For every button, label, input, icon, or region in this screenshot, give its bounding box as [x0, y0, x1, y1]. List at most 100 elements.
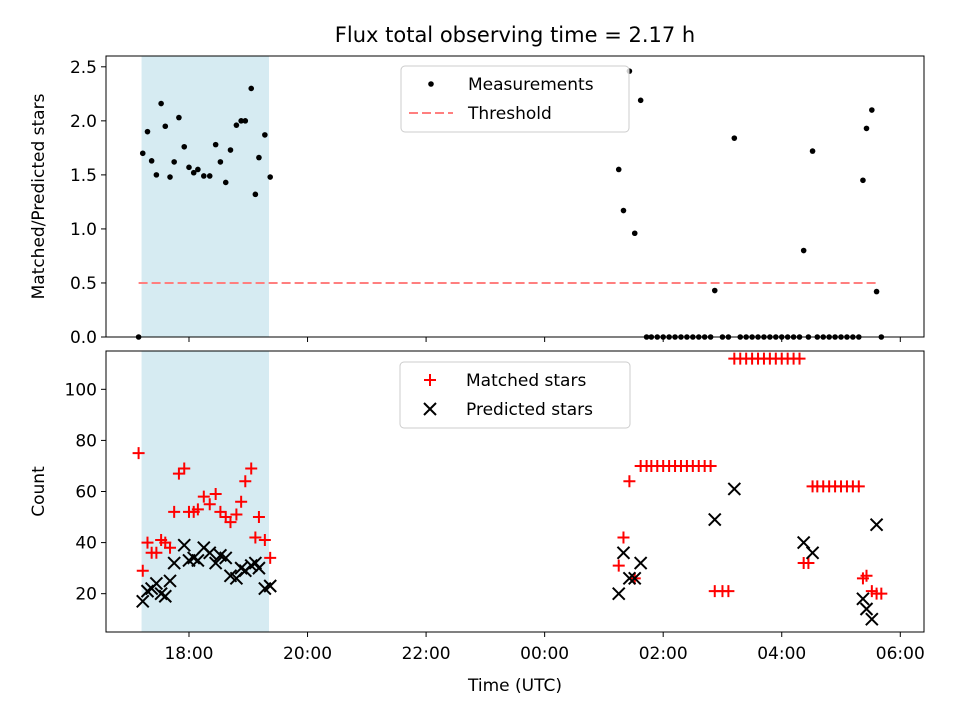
- measurement-point: [267, 174, 273, 180]
- matched-star-point: [245, 462, 258, 475]
- measurement-point: [233, 122, 240, 128]
- bottom-legend-box: [399, 361, 631, 429]
- measurement-point: [248, 85, 255, 92]
- bottom-y-axis-label: Count: [29, 466, 49, 517]
- matched-star-point: [802, 557, 815, 570]
- matched-star-point: [141, 536, 154, 549]
- measurement-point: [238, 118, 244, 124]
- measurement-point: [227, 147, 234, 153]
- predicted-star-point: [856, 592, 870, 606]
- measurement-point: [144, 128, 151, 135]
- observing-window-shade: [141, 351, 270, 632]
- matched-star-point: [191, 503, 204, 516]
- matched-star-point: [150, 546, 163, 559]
- y-tick-label: 2.0: [70, 112, 97, 132]
- matched-star-point: [860, 569, 873, 582]
- matched-star-point: [704, 459, 717, 472]
- matched-star-point: [617, 531, 630, 544]
- measurement-point: [256, 154, 262, 161]
- predicted-star-point: [177, 538, 191, 552]
- top-plot-frame: [105, 55, 925, 338]
- predicted-star-point: [191, 553, 205, 568]
- predicted-star-point: [708, 512, 722, 527]
- legend-measurements-label: Measurements: [468, 75, 594, 95]
- predicted-star-point: [158, 589, 172, 603]
- matched-star-point: [136, 564, 149, 577]
- matched-star-point: [623, 475, 636, 488]
- y-tick-label: 0.5: [70, 274, 97, 294]
- x-tick-label: 22:00: [402, 644, 451, 664]
- measurement-point: [181, 143, 188, 150]
- measurement-point: [731, 135, 738, 141]
- measurement-point: [711, 287, 718, 294]
- matched-star-point: [252, 511, 265, 524]
- matched-star-point: [230, 508, 243, 521]
- measurement-point: [171, 159, 177, 165]
- predicted-star-point: [167, 556, 181, 570]
- predicted-star-point: [612, 586, 626, 601]
- predicted-star-point: [136, 594, 150, 609]
- matched-star-point: [264, 551, 277, 564]
- matched-star-point: [249, 531, 262, 544]
- predicted-star-points: [136, 482, 884, 626]
- measurement-point: [162, 123, 169, 130]
- observing-window-shade: [141, 56, 270, 337]
- matched-star-point: [875, 587, 888, 600]
- matched-star-point: [178, 462, 191, 475]
- top-legend-box: [400, 65, 630, 133]
- measurement-point: [139, 150, 146, 157]
- bottom-plot-frame: [105, 350, 925, 633]
- predicted-star-point: [203, 546, 217, 560]
- measurement-point: [217, 159, 224, 165]
- y-tick-label: 0.0: [70, 328, 97, 348]
- measurement-point: [206, 173, 213, 179]
- legend-matched-label: Matched stars: [466, 371, 586, 391]
- matched-star-point: [852, 480, 865, 493]
- y-tick-label: 1.0: [70, 220, 97, 240]
- measurement-point: [176, 114, 182, 121]
- y-tick-label: 1.5: [70, 166, 97, 186]
- legend-threshold-label: Threshold: [467, 104, 552, 124]
- top-y-axis: 0.0 0.5 1.0 1.5 2.0 2.5: [70, 58, 106, 348]
- measurement-point: [222, 179, 229, 186]
- matched-star-point: [168, 505, 181, 518]
- y-tick-label: 2.5: [70, 58, 97, 78]
- measurement-point: [190, 169, 197, 176]
- top-x-ticks: [188, 337, 901, 342]
- measurement-points: [135, 68, 885, 340]
- predicted-star-point: [805, 546, 820, 560]
- measurement-point: [631, 230, 638, 237]
- x-axis-label: Time (UTC): [467, 676, 562, 696]
- predicted-star-point: [869, 518, 884, 532]
- predicted-star-point: [149, 576, 164, 591]
- top-panel: 0.0 0.5 1.0 1.5 2.0 2.5 Matched/Predicted sta…: [29, 55, 925, 348]
- predicted-star-point: [616, 546, 631, 560]
- predicted-star-point: [263, 579, 277, 593]
- measurement-point: [809, 148, 816, 154]
- matched-star-point: [209, 488, 222, 501]
- measurement-point: [148, 158, 155, 164]
- x-tick-label: 04:00: [757, 644, 806, 664]
- predicted-star-point: [622, 571, 637, 586]
- y-tick-label: 80: [75, 431, 97, 451]
- matched-star-point: [224, 516, 237, 529]
- bottom-legend: Matched stars Predicted stars: [399, 361, 631, 429]
- measurement-point: [242, 118, 249, 124]
- matched-star-point: [793, 352, 806, 365]
- predicted-star-point: [633, 556, 648, 570]
- legend-predicted-label: Predicted stars: [466, 400, 593, 420]
- matched-star-point: [132, 447, 145, 460]
- y-tick-label: 20: [75, 585, 97, 605]
- measurement-point: [212, 141, 219, 148]
- predicted-star-point: [865, 612, 879, 626]
- predicted-star-point: [628, 571, 642, 586]
- measurement-point: [167, 174, 173, 180]
- measurement-point: [620, 207, 627, 214]
- predicted-star-point: [163, 574, 177, 588]
- measurement-point: [860, 177, 866, 184]
- matched-star-point: [164, 541, 177, 554]
- measurement-point: [252, 191, 259, 198]
- y-tick-label: 100: [65, 380, 97, 400]
- matched-star-point: [172, 467, 185, 480]
- x-tick-label: 00:00: [520, 644, 569, 664]
